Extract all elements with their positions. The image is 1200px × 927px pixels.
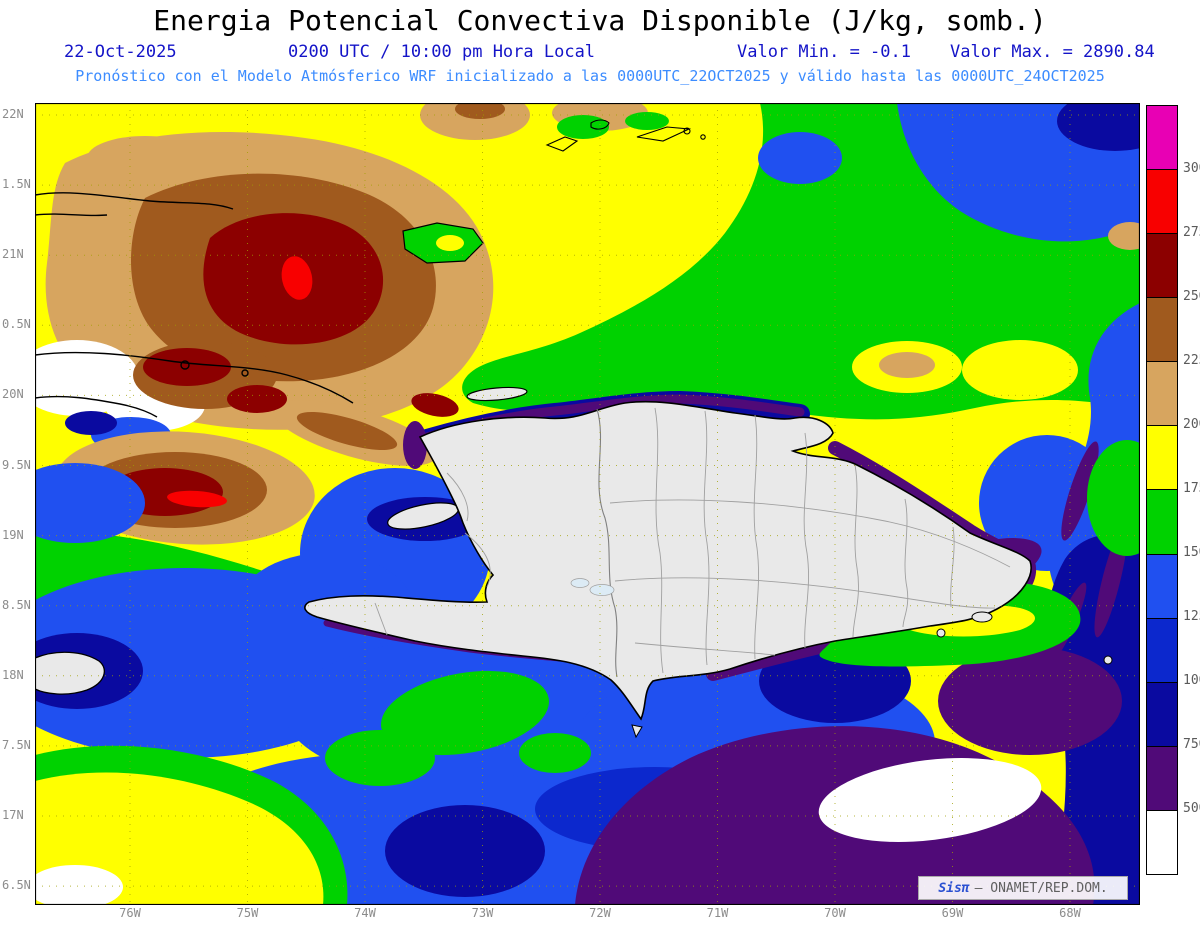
watermark-org: — ONAMET/REP.DOM. <box>974 880 1108 896</box>
x-axis-tick: 70W <box>824 906 846 920</box>
colorbar-segment <box>1147 170 1177 235</box>
y-axis-tick: 6.5N <box>2 878 31 893</box>
valid-date: 22-Oct-2025 <box>64 42 177 62</box>
y-axis-tick: 20N <box>2 387 24 402</box>
cuba-coastlines <box>34 192 354 418</box>
colorbar-segment <box>1147 490 1177 555</box>
y-axis-tick: 19N <box>2 527 24 542</box>
x-axis-tick: 74W <box>354 906 376 920</box>
value-min-label: Valor Min. = -0.1 <box>737 42 911 62</box>
colorbar-segment <box>1147 682 1177 747</box>
province-borders <box>374 407 1011 674</box>
colorbar-segment <box>1147 810 1177 874</box>
map-frame <box>34 102 1141 906</box>
lakes <box>570 578 615 596</box>
colorbar-label: 2250 <box>1183 353 1200 368</box>
x-axis-tick: 73W <box>471 906 494 920</box>
y-axis-tick: 17N <box>2 808 24 822</box>
map-panel <box>0 90 1173 909</box>
colorbar-segment <box>1147 362 1177 427</box>
island-catalina <box>936 628 946 638</box>
x-axis-tick: 76W <box>119 906 141 920</box>
island-mona <box>1103 655 1113 665</box>
valid-time: 0200 UTC / 10:00 pm Hora Local <box>288 42 596 62</box>
colorbar-label: 500 <box>1183 801 1200 816</box>
watermark-brand: Sisπ <box>938 880 970 896</box>
colorbar-label: 1250 <box>1183 609 1200 624</box>
x-axis-tick: 69W <box>941 906 964 920</box>
island-beata <box>631 724 643 739</box>
cape-contour-map <box>0 90 1173 909</box>
turks-caicos-islands <box>545 119 706 152</box>
colorbar <box>1146 105 1178 875</box>
y-axis-tick: 0.5N <box>2 317 31 332</box>
colorbar-segment <box>1147 746 1177 811</box>
x-axis-tick: 75W <box>236 906 259 920</box>
latlon-grid <box>35 103 1140 905</box>
y-axis-tick: 21N <box>2 247 24 262</box>
inagua-yellow-patch <box>436 235 464 251</box>
island-hispaniola <box>304 400 1032 721</box>
y-axis-tick: 1.5N <box>2 177 31 192</box>
y-axis-tick: 9.5N <box>2 457 31 472</box>
colorbar-segment <box>1147 618 1177 683</box>
y-axis-tick: 22N <box>2 107 24 121</box>
colorbar-label: 1750 <box>1183 481 1200 496</box>
colorbar-label: 2500 <box>1183 289 1200 304</box>
colorbar-segment <box>1147 298 1177 363</box>
colorbar-label: 3000 <box>1183 161 1200 176</box>
colorbar-label: 2750 <box>1183 225 1200 240</box>
colorbar-segment <box>1147 554 1177 619</box>
x-axis-tick: 68W <box>1059 906 1081 920</box>
colorbar-segment <box>1147 106 1177 171</box>
x-axis-tick: 72W <box>589 906 611 920</box>
chart-title: Energia Potencial Convectiva Disponible … <box>153 4 1047 37</box>
colorbar-label: 1500 <box>1183 545 1200 560</box>
watermark-box: Sisπ — ONAMET/REP.DOM. <box>918 876 1128 900</box>
y-axis-tick: 7.5N <box>2 737 31 752</box>
colorbar-segment <box>1147 234 1177 299</box>
x-axis-tick: 71W <box>706 906 729 920</box>
island-jamaica <box>34 651 105 695</box>
island-saona <box>971 611 993 623</box>
y-axis-tick: 18N <box>2 667 24 682</box>
y-axis-tick: 8.5N <box>2 597 31 612</box>
forecast-description: Pronóstico con el Modelo Atmósferico WRF… <box>75 67 1105 85</box>
haiti-dr-border <box>596 408 618 678</box>
cape-field <box>0 90 1173 909</box>
colorbar-label: 2000 <box>1183 417 1200 432</box>
colorbar-segment <box>1147 426 1177 491</box>
colorbar-label: 750 <box>1183 737 1200 752</box>
value-max-label: Valor Max. = 2890.84 <box>950 42 1155 62</box>
colorbar-label: 1000 <box>1183 673 1200 688</box>
